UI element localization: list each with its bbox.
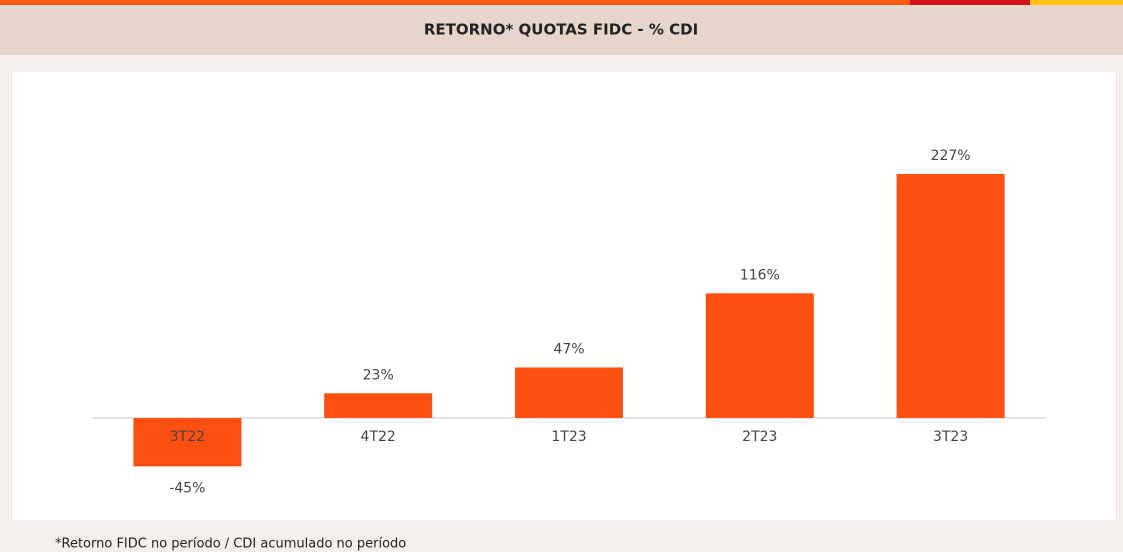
top-stripe	[0, 0, 910, 5]
data-label: -45%	[169, 480, 205, 496]
bar	[324, 393, 433, 418]
x-tick-label: 3T23	[933, 429, 968, 445]
top-stripe-red	[910, 0, 1030, 5]
chart-title: RETORNO* QUOTAS FIDC - % CDI	[424, 21, 698, 39]
bar	[705, 293, 814, 418]
bar	[896, 173, 1005, 418]
x-tick-label: 3T22	[170, 429, 205, 445]
data-label: 23%	[363, 367, 394, 383]
bar	[133, 418, 242, 467]
data-label: 227%	[931, 148, 971, 164]
x-tick-label: 2T23	[742, 429, 777, 445]
footnote: *Retorno FIDC no período / CDI acumulado…	[55, 537, 406, 552]
data-label: 47%	[553, 341, 584, 357]
bar	[515, 367, 623, 418]
top-stripe-yellow	[1030, 0, 1123, 5]
data-label: 116%	[740, 267, 780, 283]
x-tick-label: 4T22	[361, 429, 396, 445]
x-tick-label: 1T23	[551, 429, 586, 445]
header-band	[0, 5, 1123, 55]
